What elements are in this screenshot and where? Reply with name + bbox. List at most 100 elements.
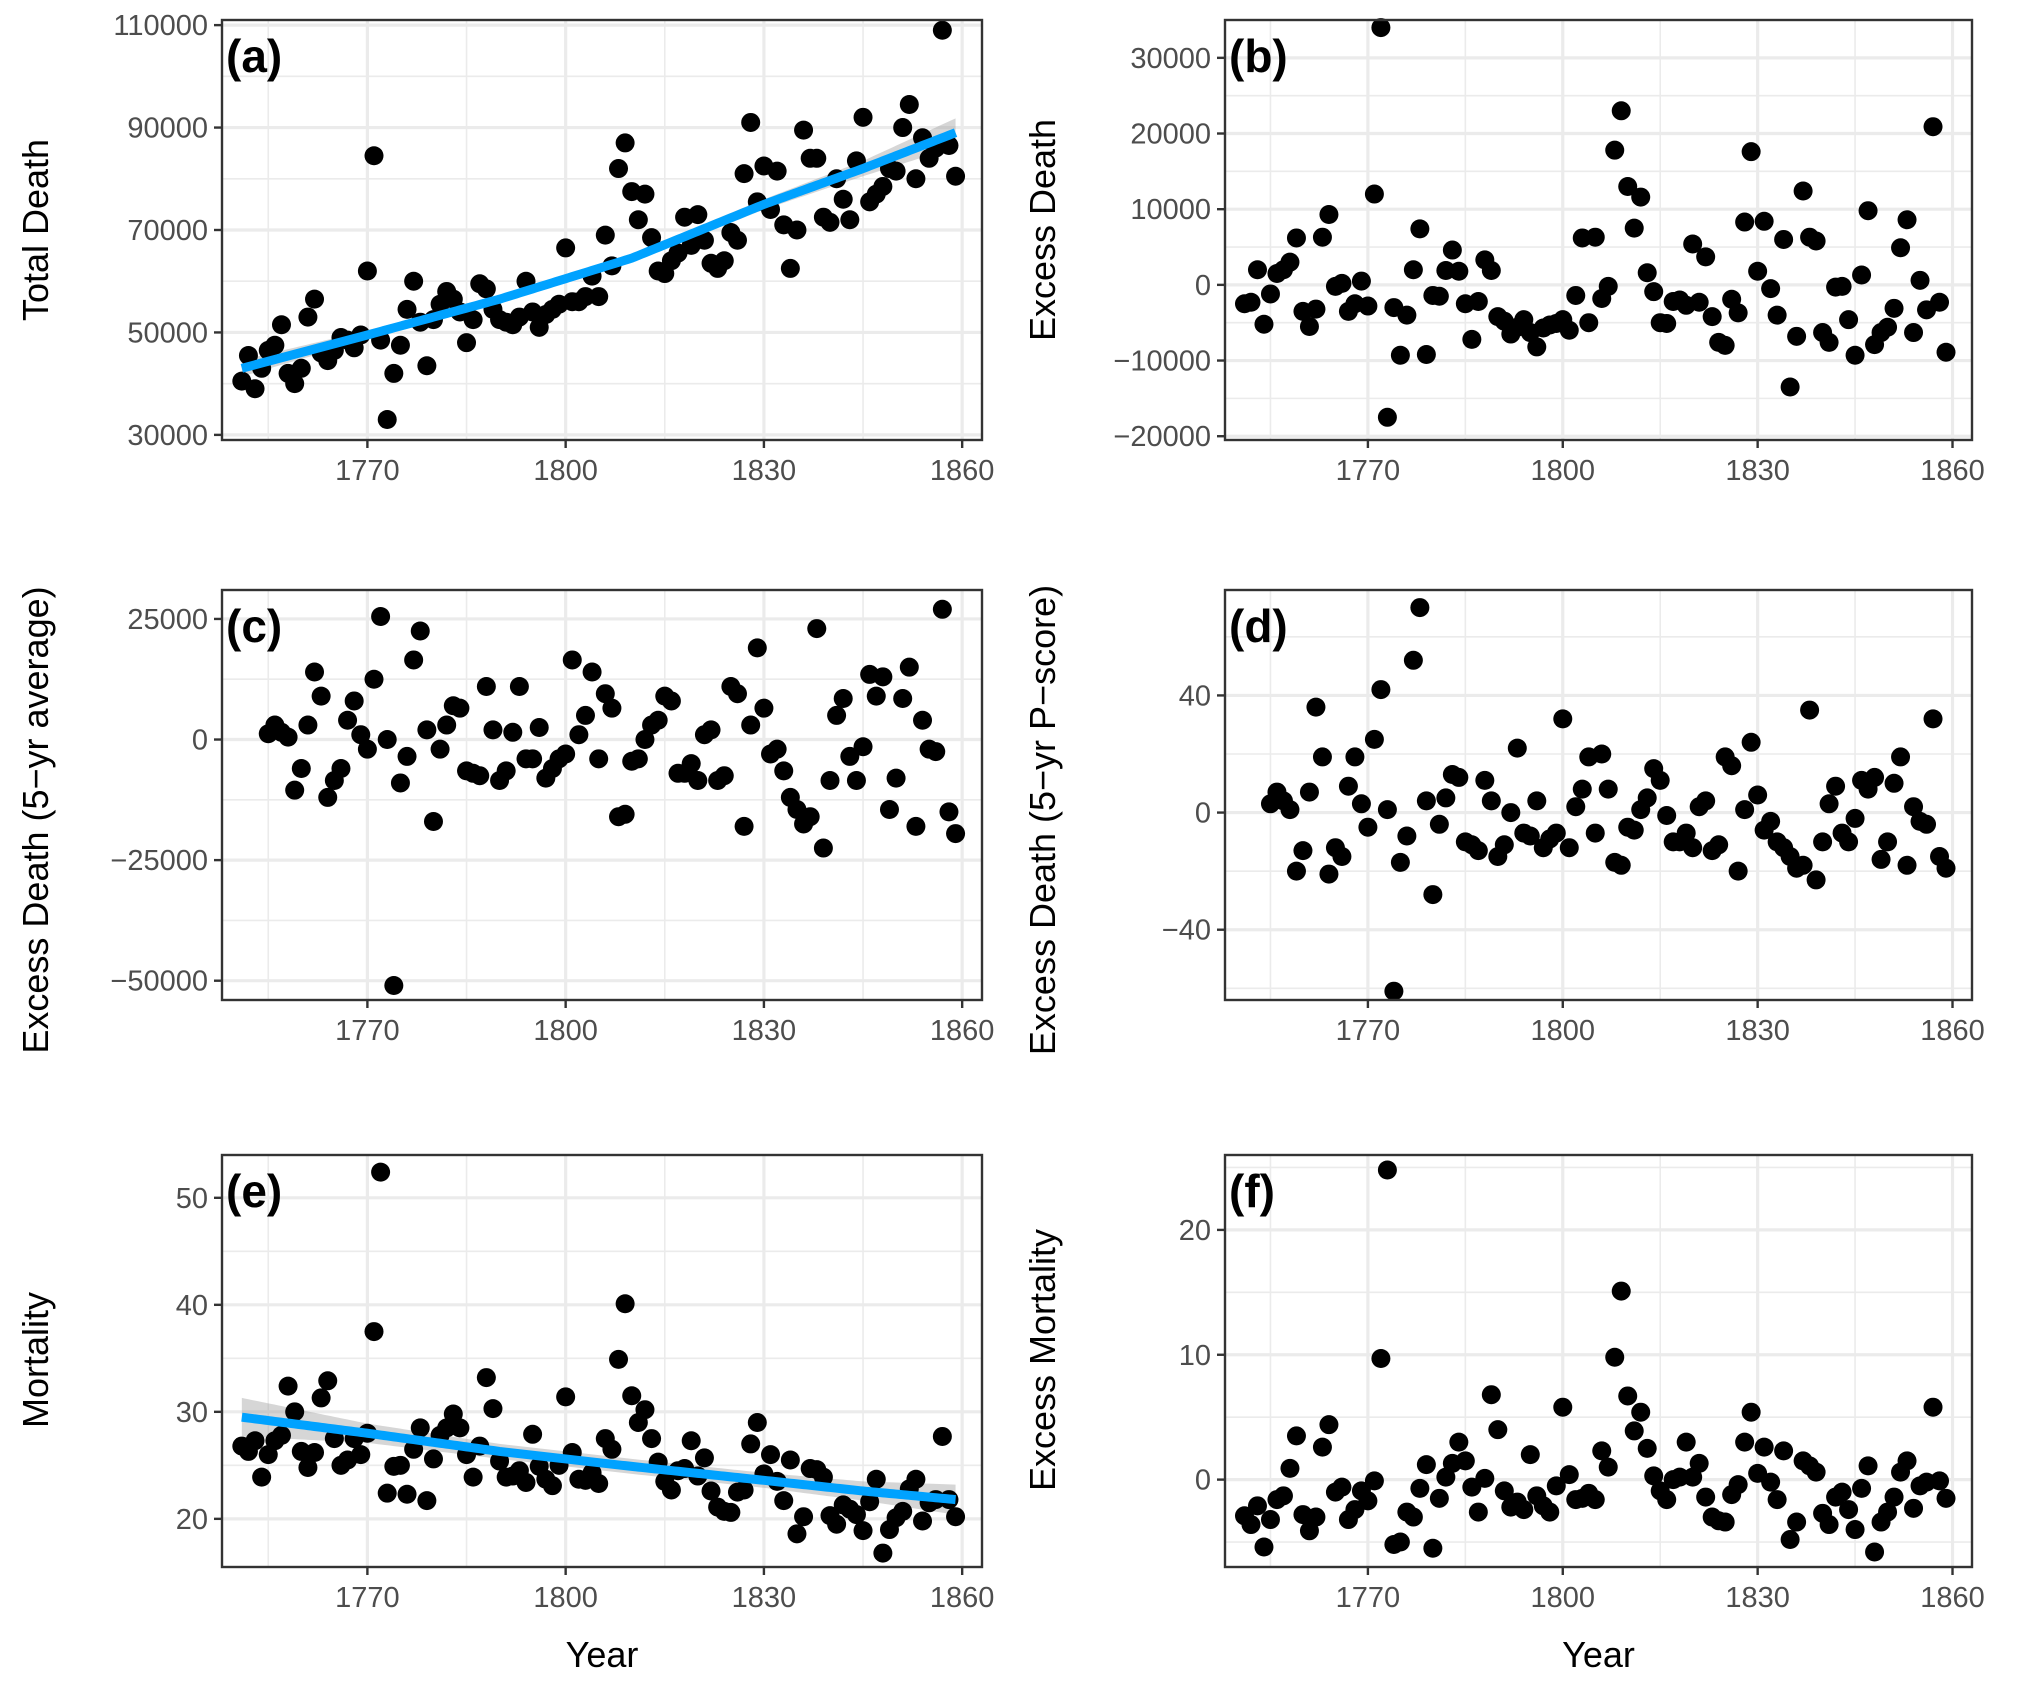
data-point	[1936, 858, 1956, 878]
data-point	[463, 1467, 483, 1487]
data-point	[946, 1507, 966, 1527]
panel-label: (a)	[226, 30, 282, 82]
data-point	[1845, 1520, 1865, 1540]
data-point	[1930, 292, 1950, 312]
y-tick-label: −50000	[110, 966, 208, 998]
data-point	[1429, 814, 1449, 834]
data-point	[602, 698, 622, 718]
y-tick-label: −10000	[1113, 346, 1211, 378]
data-point	[833, 689, 853, 709]
data-point	[291, 358, 311, 378]
data-point	[1897, 210, 1917, 230]
data-point	[523, 1424, 543, 1444]
data-point	[1566, 285, 1586, 305]
y-tick-label: 50000	[127, 317, 208, 349]
data-point	[628, 749, 648, 769]
data-point	[1449, 767, 1469, 787]
data-point	[1709, 835, 1729, 855]
x-tick-label: 1830	[732, 1582, 797, 1614]
data-point	[1696, 247, 1716, 267]
data-point	[496, 761, 516, 781]
data-point	[1813, 832, 1833, 852]
data-point	[1897, 1451, 1917, 1471]
data-point	[1767, 1490, 1787, 1510]
data-point	[1299, 316, 1319, 336]
x-tick-label: 1800	[533, 1582, 598, 1614]
data-point	[1832, 276, 1852, 296]
data-point	[694, 230, 714, 250]
data-point	[503, 722, 523, 742]
data-point	[311, 1388, 331, 1408]
data-point	[569, 725, 589, 745]
y-tick-label: 20000	[1130, 119, 1211, 151]
data-point	[694, 1448, 714, 1468]
data-point	[1787, 326, 1807, 346]
data-point	[1241, 1515, 1261, 1535]
data-point	[1481, 791, 1501, 811]
data-point	[1312, 1437, 1332, 1457]
data-point	[516, 1472, 536, 1492]
data-point	[1559, 1465, 1579, 1485]
data-point	[774, 761, 794, 781]
data-point	[899, 95, 919, 115]
data-point	[846, 771, 866, 791]
data-point	[1546, 823, 1566, 843]
data-point	[853, 1521, 873, 1541]
data-point	[1390, 1532, 1410, 1552]
data-point	[252, 1467, 272, 1487]
data-point	[609, 159, 629, 179]
data-point	[1423, 885, 1443, 905]
data-point	[1410, 1478, 1430, 1498]
data-point	[1286, 228, 1306, 248]
data-point	[1611, 101, 1631, 121]
data-point	[344, 691, 364, 711]
data-point	[886, 768, 906, 788]
data-point	[1364, 729, 1384, 749]
data-point	[1286, 1426, 1306, 1446]
data-point	[1611, 855, 1631, 875]
data-point	[1403, 260, 1423, 280]
data-point	[1852, 1478, 1872, 1498]
data-point	[1728, 1475, 1748, 1495]
data-point	[1397, 305, 1417, 325]
data-point	[430, 739, 450, 759]
data-point	[285, 780, 305, 800]
data-point	[1624, 820, 1644, 840]
data-point	[747, 638, 767, 658]
data-point	[787, 220, 807, 240]
data-point	[1631, 1402, 1651, 1422]
data-point	[807, 619, 827, 639]
data-point	[780, 258, 800, 278]
y-tick-label: 25000	[127, 604, 208, 636]
data-point	[1644, 282, 1664, 302]
data-point	[1735, 1432, 1755, 1452]
data-point	[1416, 791, 1436, 811]
data-point	[1585, 1490, 1605, 1510]
data-point	[423, 1449, 443, 1469]
data-point	[1364, 1471, 1384, 1491]
data-point	[1475, 770, 1495, 790]
data-point	[1260, 1510, 1280, 1530]
trend-line	[241, 1412, 956, 1505]
data-point	[1468, 1502, 1488, 1522]
data-point	[681, 754, 701, 774]
data-point	[701, 1481, 721, 1501]
data-point	[873, 1543, 893, 1563]
data-point	[780, 1450, 800, 1470]
data-point	[1839, 1500, 1859, 1520]
data-point	[1923, 117, 1943, 137]
data-point	[582, 662, 602, 682]
data-point	[946, 824, 966, 844]
data-point	[741, 715, 761, 735]
data-point	[589, 287, 609, 307]
data-point	[1806, 1462, 1826, 1482]
data-point	[1754, 1437, 1774, 1457]
data-point	[1806, 870, 1826, 890]
data-point	[1696, 1487, 1716, 1507]
panel-label: (d)	[1229, 600, 1288, 652]
x-tick-label: 1770	[1336, 1015, 1401, 1047]
data-point	[338, 710, 358, 730]
data-point	[635, 184, 655, 204]
data-point	[879, 799, 899, 819]
data-point	[1637, 263, 1657, 283]
